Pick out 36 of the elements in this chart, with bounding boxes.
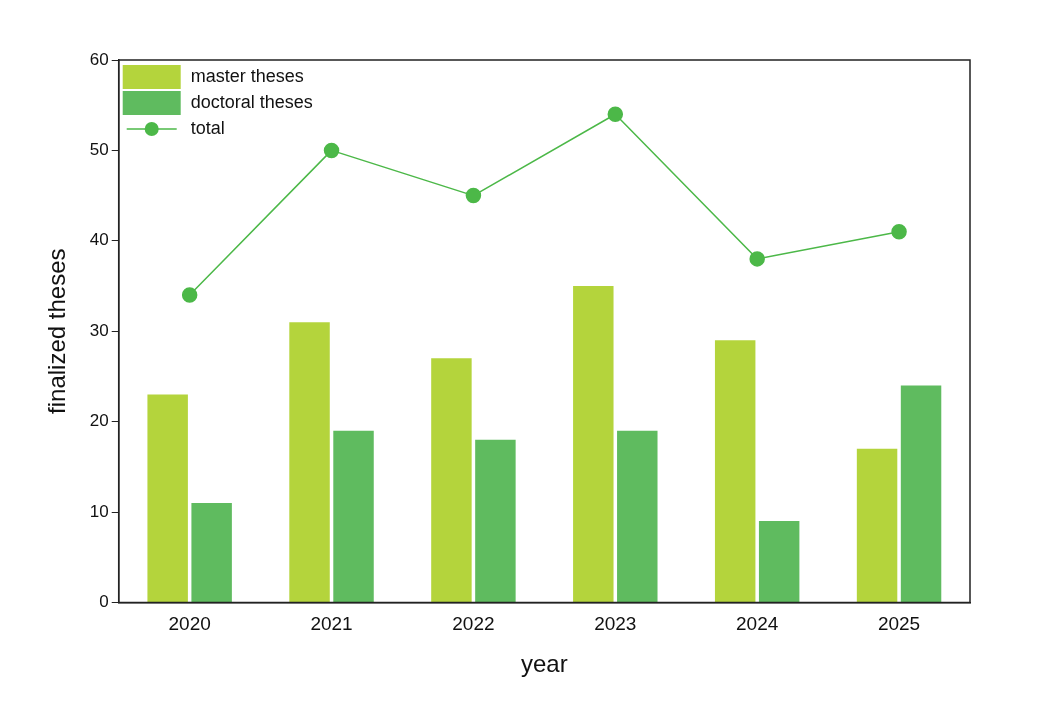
- point: [181, 287, 198, 303]
- y-tick-label: 60: [89, 49, 109, 69]
- bar: [431, 358, 472, 602]
- x-tick-label: 2023: [594, 613, 637, 635]
- bar: [714, 340, 756, 602]
- bar: [147, 394, 188, 602]
- point: [891, 224, 907, 240]
- point: [323, 142, 340, 159]
- point: [607, 106, 624, 122]
- x-tick-label: 2022: [452, 613, 495, 635]
- bar: [475, 439, 516, 602]
- legend-label: master theses: [190, 65, 304, 86]
- bar: [333, 430, 374, 602]
- y-tick-label: 20: [89, 411, 109, 431]
- legend-label: total: [190, 117, 225, 138]
- legend-label: doctoral theses: [190, 91, 313, 112]
- bar: [856, 448, 898, 602]
- x-tick-label: 2020: [168, 613, 211, 635]
- x-tick-label: 2025: [877, 613, 921, 635]
- bar: [617, 430, 658, 602]
- x-tick-label: 2021: [310, 613, 353, 635]
- x-axis-title: year: [521, 650, 568, 678]
- y-tick-label: 50: [89, 140, 109, 160]
- y-axis-title: finalized theses: [43, 248, 71, 414]
- y-tick-label: 0: [99, 592, 109, 612]
- x-tick-label: 2024: [736, 613, 779, 635]
- y-tick-label: 30: [89, 320, 109, 340]
- y-tick-label: 10: [89, 501, 109, 521]
- bar: [900, 385, 942, 602]
- bar: [758, 521, 800, 602]
- bar: [191, 502, 232, 602]
- point: [465, 187, 482, 204]
- point: [749, 251, 765, 267]
- bar: [573, 286, 614, 602]
- y-tick-label: 40: [89, 230, 109, 250]
- bar: [289, 322, 330, 602]
